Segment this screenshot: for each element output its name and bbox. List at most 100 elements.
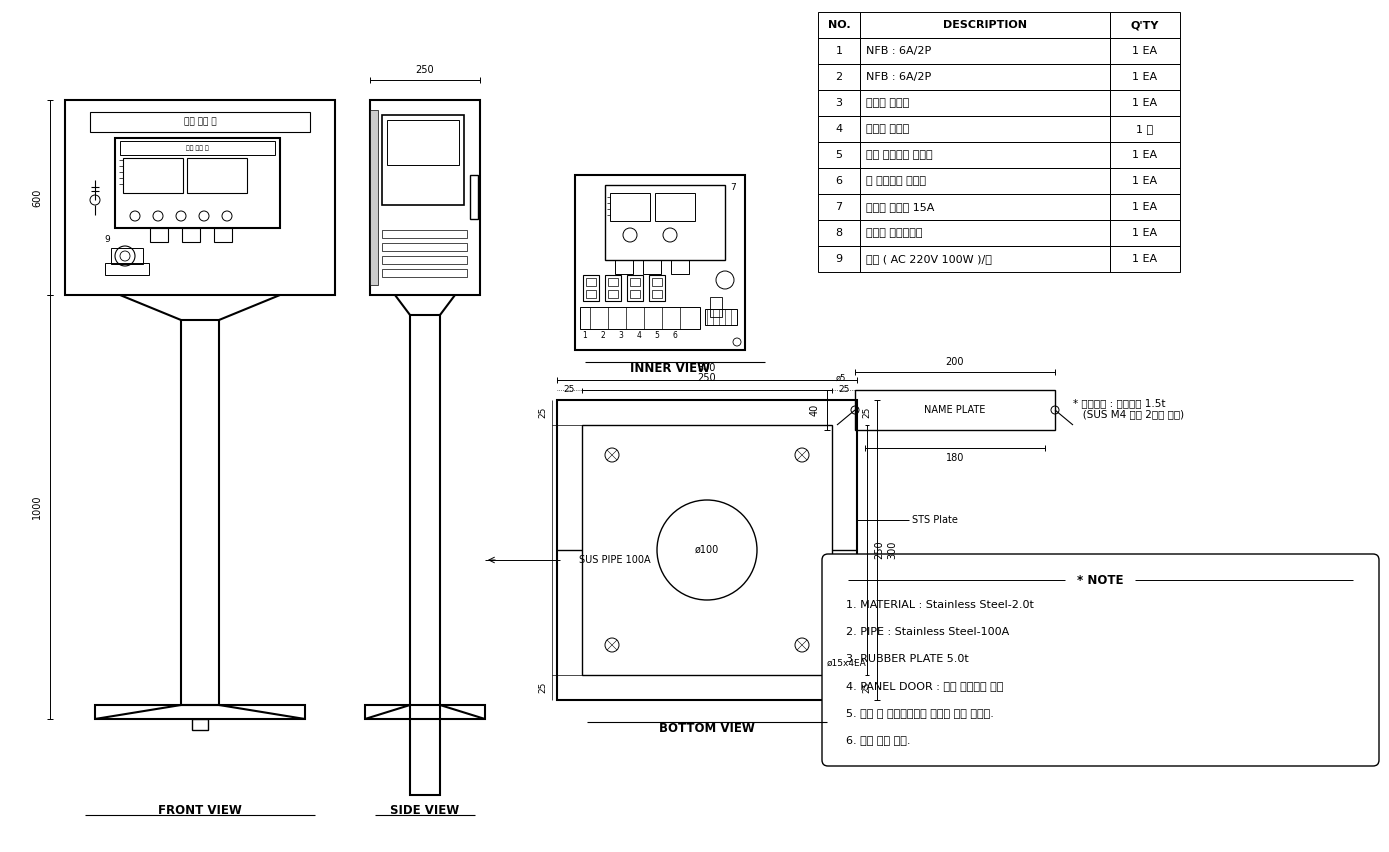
- FancyBboxPatch shape: [822, 554, 1379, 766]
- Bar: [410, 315, 440, 795]
- Text: 2. PIPE : Stainless Steel-100A: 2. PIPE : Stainless Steel-100A: [846, 627, 1010, 637]
- Text: INNER VIEW: INNER VIEW: [631, 361, 710, 375]
- Text: 250: 250: [697, 373, 717, 383]
- Bar: [369, 110, 378, 285]
- Text: 히타 콘트롤러 제어기: 히타 콘트롤러 제어기: [865, 150, 932, 160]
- Bar: [1110, 220, 1181, 246]
- Bar: [382, 269, 467, 277]
- Text: 전원용 접지부스바: 전원용 접지부스바: [865, 228, 922, 238]
- Bar: [606, 185, 725, 260]
- Bar: [608, 278, 618, 286]
- Bar: [631, 290, 640, 298]
- Text: 250: 250: [415, 65, 435, 75]
- Bar: [388, 120, 458, 165]
- Text: SUS PIPE 100A: SUS PIPE 100A: [579, 555, 651, 565]
- Text: BOTTOM VIEW: BOTTOM VIEW: [658, 722, 756, 734]
- Text: 25: 25: [863, 406, 871, 417]
- Bar: [586, 278, 596, 286]
- Bar: [65, 100, 335, 295]
- Text: DESCRIPTION: DESCRIPTION: [943, 20, 1026, 30]
- Text: Q'TY: Q'TY: [1131, 20, 1160, 30]
- Text: 1 EA: 1 EA: [1132, 202, 1157, 212]
- Bar: [818, 38, 860, 64]
- Text: 6. 도어 접지 할것.: 6. 도어 접지 할것.: [846, 735, 911, 745]
- Text: NAME PLATE: NAME PLATE: [924, 405, 986, 415]
- Bar: [1110, 12, 1181, 38]
- Bar: [860, 12, 1110, 38]
- Text: 1 EA: 1 EA: [1132, 176, 1157, 186]
- Text: 5. 전원 및 신호용접지는 단자를 분리 시킬것.: 5. 전원 및 신호용접지는 단자를 분리 시킬것.: [846, 708, 995, 718]
- Text: 300: 300: [697, 363, 717, 373]
- Bar: [818, 64, 860, 90]
- Text: 1: 1: [836, 46, 843, 56]
- Circle shape: [657, 500, 757, 600]
- Bar: [818, 142, 860, 168]
- Bar: [649, 275, 665, 301]
- Text: 7: 7: [835, 202, 843, 212]
- Text: 600: 600: [32, 188, 42, 207]
- Bar: [856, 390, 1056, 430]
- Text: 25: 25: [839, 385, 850, 394]
- Text: 수질 계기 반: 수질 계기 반: [183, 118, 217, 126]
- Bar: [860, 168, 1110, 194]
- Text: 1: 1: [582, 331, 588, 341]
- Text: 히터 ( AC 220V 100W )/팜: 히터 ( AC 220V 100W )/팜: [865, 254, 992, 264]
- Bar: [582, 425, 832, 675]
- Bar: [818, 168, 860, 194]
- Text: 1. MATERIAL : Stainless Steel-2.0t: 1. MATERIAL : Stainless Steel-2.0t: [846, 600, 1033, 610]
- Bar: [656, 193, 694, 221]
- Bar: [860, 194, 1110, 220]
- Bar: [818, 246, 860, 272]
- Text: NFB : 6A/2P: NFB : 6A/2P: [865, 72, 931, 82]
- Text: 7: 7: [731, 182, 736, 192]
- Text: 25: 25: [564, 385, 575, 394]
- Text: 6: 6: [836, 176, 843, 186]
- Bar: [1110, 246, 1181, 272]
- Text: 1 EA: 1 EA: [1132, 254, 1157, 264]
- Text: 4: 4: [835, 124, 843, 134]
- Bar: [583, 275, 599, 301]
- Bar: [671, 260, 689, 274]
- Bar: [818, 220, 860, 246]
- Bar: [1110, 168, 1181, 194]
- Bar: [214, 228, 232, 242]
- Bar: [469, 175, 478, 219]
- Bar: [860, 220, 1110, 246]
- Text: 1 EA: 1 EA: [1132, 228, 1157, 238]
- Text: 신호용 피룢기: 신호용 피룢기: [865, 124, 910, 134]
- Bar: [382, 115, 464, 205]
- Text: 수질 계기 반: 수질 계기 반: [186, 145, 208, 151]
- Bar: [860, 246, 1110, 272]
- Text: 4. PANEL DOOR : 내부 방수고무 부착: 4. PANEL DOOR : 내부 방수고무 부착: [846, 681, 1003, 691]
- Bar: [651, 278, 663, 286]
- Bar: [1110, 116, 1181, 142]
- Bar: [710, 297, 722, 317]
- Bar: [860, 38, 1110, 64]
- Bar: [1110, 38, 1181, 64]
- Bar: [90, 112, 310, 132]
- Bar: [626, 275, 643, 301]
- Bar: [860, 90, 1110, 116]
- Text: 200: 200: [946, 357, 964, 367]
- Text: 300: 300: [888, 541, 897, 559]
- Bar: [382, 256, 467, 264]
- Text: 40: 40: [810, 404, 820, 416]
- Bar: [111, 248, 143, 264]
- Text: 1 식: 1 식: [1136, 124, 1153, 134]
- Text: * NOTE: * NOTE: [1076, 573, 1124, 586]
- Bar: [1110, 142, 1181, 168]
- Bar: [369, 100, 481, 295]
- Text: 25: 25: [863, 682, 871, 693]
- Bar: [860, 116, 1110, 142]
- Bar: [586, 290, 596, 298]
- Bar: [818, 12, 860, 38]
- Bar: [150, 228, 168, 242]
- Text: 3. RUBBER PLATE 5.0t: 3. RUBBER PLATE 5.0t: [846, 654, 968, 664]
- Bar: [119, 141, 275, 155]
- Bar: [606, 275, 621, 301]
- Text: ø100: ø100: [694, 545, 720, 555]
- Text: 2: 2: [835, 72, 843, 82]
- Bar: [181, 320, 219, 705]
- Bar: [643, 260, 661, 274]
- Text: 5: 5: [654, 331, 660, 341]
